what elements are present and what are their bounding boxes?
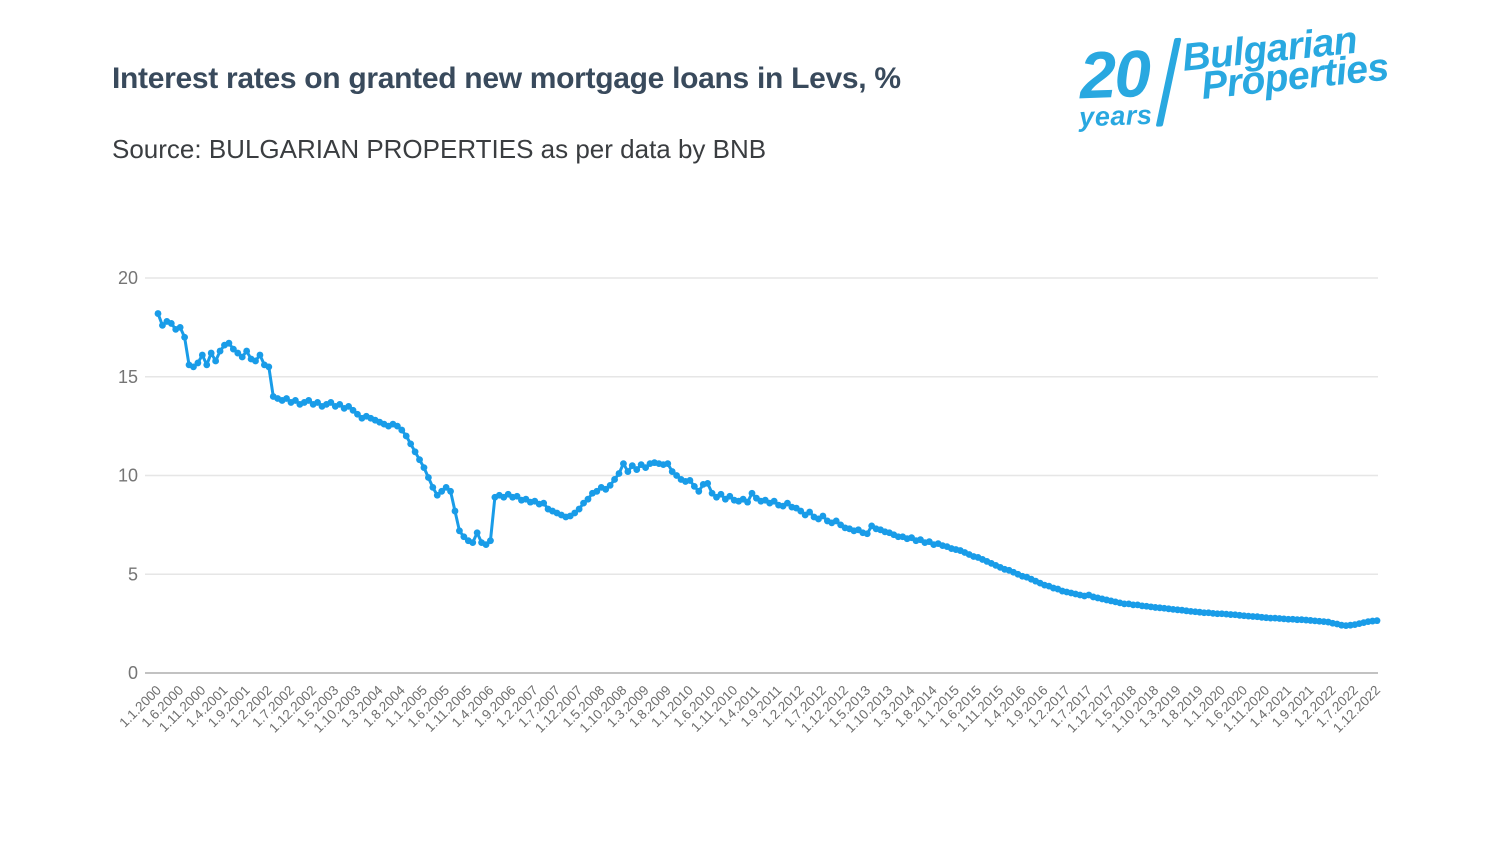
line-chart: 0 5 10 15 20 1.1.2000 1.6.2000 1.11.2000 1.4.200…	[0, 230, 1500, 844]
gridlines	[145, 277, 1378, 674]
logo-slash-divider	[1155, 37, 1182, 127]
page-title: Interest rates on granted new mortgage l…	[112, 62, 901, 95]
svg-text:0: 0	[128, 663, 138, 683]
chart-canvas: 0 5 10 15 20 1.1.20001.6.20001.11.20001.4.200…	[116, 268, 1383, 736]
source-subtitle: Source: BULGARIAN PROPERTIES as per data…	[112, 134, 767, 164]
svg-text:5: 5	[128, 564, 138, 584]
logo-brand-name: Bulgarian Properties	[1180, 19, 1390, 108]
logo-years-label: years	[1078, 99, 1153, 133]
bulgarian-properties-logo: 20 years Bulgarian Properties	[1077, 19, 1390, 133]
x-axis-labels: 1.1.20001.6.20001.11.20001.4.20011.9.200…	[116, 682, 1383, 735]
data-points	[154, 310, 1381, 629]
svg-text:15: 15	[118, 367, 138, 387]
logo-20-number: 20	[1078, 35, 1151, 113]
y-axis-labels: 0 5 10 15 20	[118, 268, 138, 683]
logo-20-years: 20 years	[1077, 35, 1153, 133]
svg-text:10: 10	[118, 466, 138, 486]
svg-text:20: 20	[118, 268, 138, 288]
series-line	[156, 312, 1379, 628]
